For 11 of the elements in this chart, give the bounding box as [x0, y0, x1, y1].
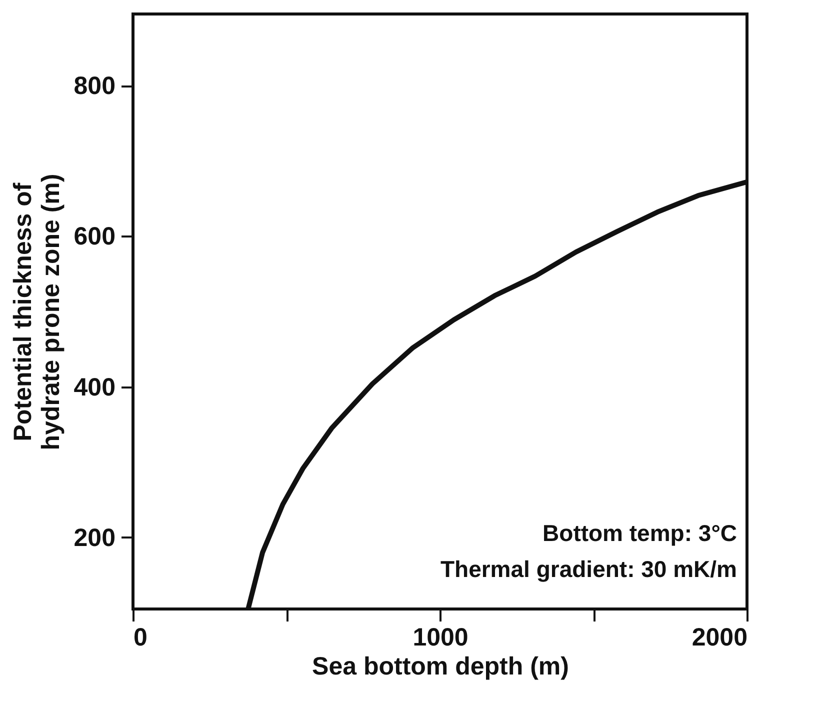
x-tick-label: 0 [134, 624, 148, 652]
y-tick-label: 200 [74, 524, 116, 552]
y-tick-label: 400 [74, 373, 116, 402]
y-tick-label: 600 [74, 222, 116, 251]
x-tick-label: 2000 [692, 624, 748, 652]
x-axis-title: Sea bottom depth (m) [312, 652, 569, 680]
y-axis-title: Potential thickness of hydrate prone zone (m) [8, 174, 65, 450]
y-tick-label: 800 [74, 72, 116, 100]
annotation: Bottom temp: 3°C [542, 520, 737, 546]
x-tick-label: 1000 [412, 624, 468, 652]
annotation: Thermal gradient: 30 mK/m [440, 556, 737, 582]
